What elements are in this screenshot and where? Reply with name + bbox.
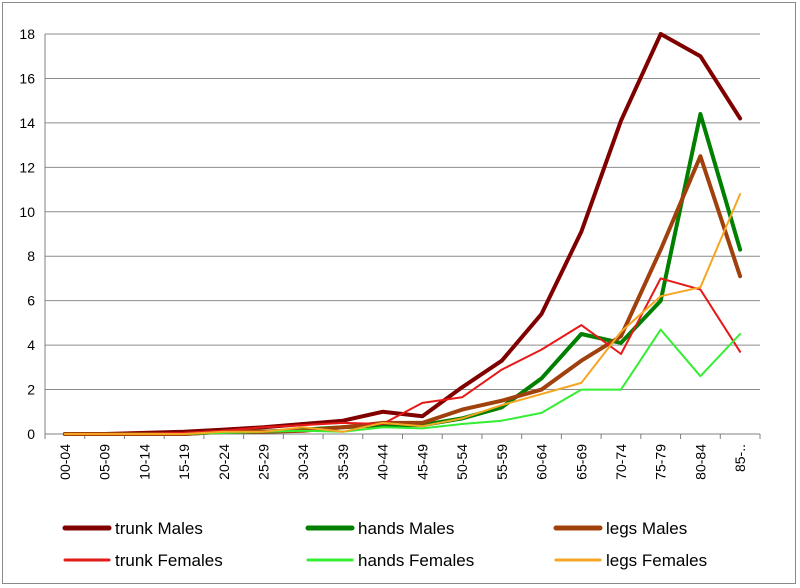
legend-label: hands Males [358, 519, 454, 538]
x-tick-label-20-24: 20-24 [216, 444, 232, 480]
x-tick-label-05-09: 05-09 [97, 444, 113, 480]
x-tick-label-00-04: 00-04 [57, 444, 73, 480]
legend-item-trunk-males: trunk Males [62, 519, 203, 538]
legend-label: hands Females [358, 551, 474, 570]
y-tick-label-6: 6 [27, 293, 35, 309]
x-tick-label-10-14: 10-14 [136, 444, 152, 480]
x-tick-label-30-34: 30-34 [295, 444, 311, 480]
series-line-trunk-males [62, 32, 743, 436]
x-tick-label-85: 85-.. [732, 444, 748, 472]
legend-label: legs Females [606, 551, 707, 570]
gridlines [45, 33, 760, 435]
legend-item-hands-females: hands Females [306, 551, 474, 570]
y-tick-label-16: 16 [19, 70, 35, 86]
y-tick-label-18: 18 [19, 26, 35, 42]
legend-label: legs Males [606, 519, 687, 538]
y-tick-label-0: 0 [27, 426, 35, 442]
x-tick-label-80-84: 80-84 [692, 444, 708, 480]
y-tick-label-2: 2 [27, 382, 35, 398]
series-line-legs-males [62, 154, 743, 436]
x-tick-label-35-39: 35-39 [335, 444, 351, 480]
y-tick-label-14: 14 [19, 115, 35, 131]
x-tick-label-55-59: 55-59 [494, 444, 510, 480]
series-lines [62, 32, 743, 436]
y-tick-label-12: 12 [19, 159, 35, 175]
x-tick-label-75-79: 75-79 [653, 444, 669, 480]
x-tick-label-40-44: 40-44 [375, 444, 391, 480]
legend-item-legs-females: legs Females [554, 551, 707, 570]
y-tick-label-4: 4 [27, 337, 35, 353]
x-tick-label-70-74: 70-74 [613, 444, 629, 480]
legend-label: trunk Females [115, 551, 223, 570]
series-line-legs-females [63, 193, 742, 435]
legend-item-trunk-females: trunk Females [63, 551, 223, 570]
x-tick-label-25-29: 25-29 [255, 444, 271, 480]
x-tick-label-50-54: 50-54 [454, 444, 470, 480]
line-chart: 0 2 4 6 8 10 12 14 16 18 00-04 05-09 10-14 15-19 20-2… [19, 26, 761, 570]
x-tick-label-65-69: 65-69 [573, 444, 589, 480]
y-axis-tick-labels: 0 2 4 6 8 10 12 14 16 18 [19, 26, 35, 442]
x-tick-label-45-49: 45-49 [414, 444, 430, 480]
series-line-hands-males [62, 112, 743, 436]
legend-item-hands-males: hands Males [305, 519, 454, 538]
x-axis-tick-labels: 00-04 05-09 10-14 15-19 20-24 25-29 30-34 35-39… [57, 444, 748, 480]
x-tick-label-60-64: 60-64 [534, 444, 550, 480]
x-axis [44, 34, 761, 439]
x-tick-label-15-19: 15-19 [176, 444, 192, 480]
legend: trunk Males hands Males legs Males trunk Fe… [62, 519, 707, 570]
y-tick-label-10: 10 [19, 204, 35, 220]
legend-item-legs-males: legs Males [553, 519, 687, 538]
legend-label: trunk Males [115, 519, 203, 538]
y-tick-label-8: 8 [27, 248, 35, 264]
